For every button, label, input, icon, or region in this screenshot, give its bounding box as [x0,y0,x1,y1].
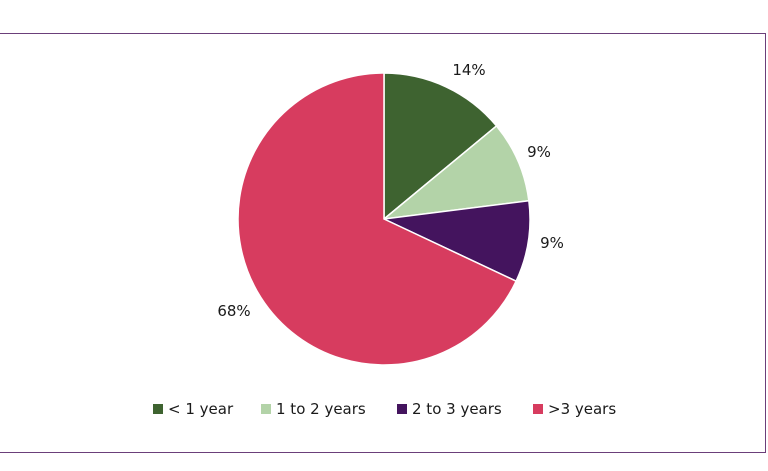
legend-swatch-4 [533,404,543,414]
pie-slice-1 [383,72,498,221]
legend: < 1 year 1 to 2 years 2 to 3 years >3 years [153,400,616,418]
slice-label-4: 68% [217,302,250,320]
legend-swatch-1 [153,404,163,414]
pie-slices [237,72,531,366]
pie-slice-3 [381,199,531,283]
legend-label-3: 2 to 3 years [412,400,502,418]
legend-swatch-3 [397,404,407,414]
slice-labels: 14% 9% 9% 68% [217,61,564,320]
pie-slice-2 [381,124,530,221]
legend-label-4: >3 years [548,400,616,418]
slice-label-3: 9% [540,234,564,252]
legend-swatch-2 [261,404,271,414]
pie-slice-4 [237,72,518,366]
slice-label-1: 14% [452,61,485,79]
legend-label-1: < 1 year [168,400,234,418]
legend-label-2: 1 to 2 years [276,400,366,418]
slice-label-2: 9% [527,143,551,161]
